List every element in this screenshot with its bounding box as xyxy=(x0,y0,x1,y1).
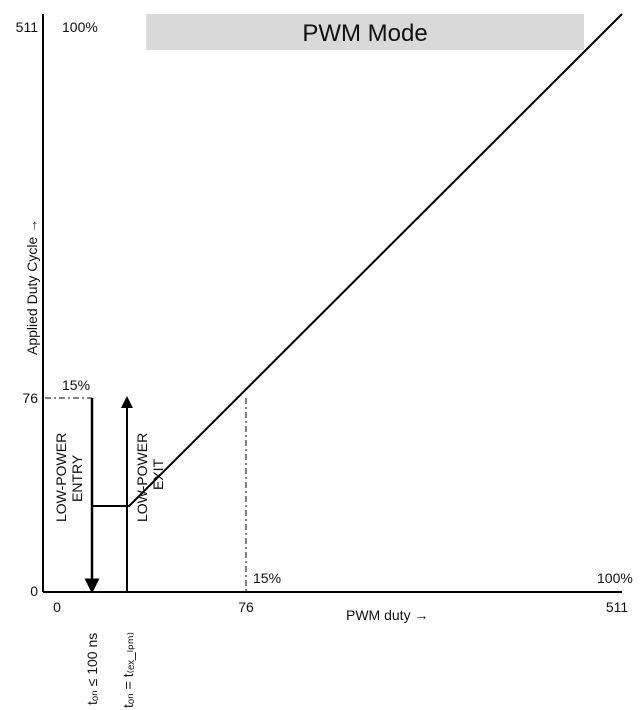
exit-label-group: LOW-POWER EXIT xyxy=(134,433,166,522)
y-axis-label: Applied Duty Cycle → xyxy=(24,219,40,355)
y-top-percent-label: 100% xyxy=(62,19,98,35)
y-tick-label: 76 xyxy=(22,390,38,406)
entry-label-line2: ENTRY xyxy=(69,454,85,502)
entry-label-group: LOW-POWER ENTRY xyxy=(53,433,85,522)
x-tick-label: 0 xyxy=(53,599,61,615)
x-axis-label: PWM duty → xyxy=(346,607,428,623)
chart-title: PWM Mode xyxy=(302,20,427,47)
x-tick-label: 511 xyxy=(606,599,629,615)
y-tick-label: 0 xyxy=(30,583,38,599)
x-threshold-percent-label: 15% xyxy=(253,570,281,586)
y-threshold-percent-label: 15% xyxy=(62,377,90,393)
x-right-percent-label: 100% xyxy=(597,570,633,586)
entry-time-label: tₒₙ ≤ 100 ns xyxy=(84,633,100,705)
exit-time-label: tₒₙ = t₍ₑₓ_ₗₚₘ₎ xyxy=(120,632,136,708)
x-tick-label: 76 xyxy=(238,599,254,615)
entry-label-line1: LOW-POWER xyxy=(53,433,69,522)
title-banner xyxy=(146,14,584,50)
exit-label-line1: LOW-POWER xyxy=(134,433,150,522)
exit-label-line2: EXIT xyxy=(150,458,166,490)
series-line xyxy=(92,13,623,507)
y-tick-label: 511 xyxy=(16,19,39,35)
